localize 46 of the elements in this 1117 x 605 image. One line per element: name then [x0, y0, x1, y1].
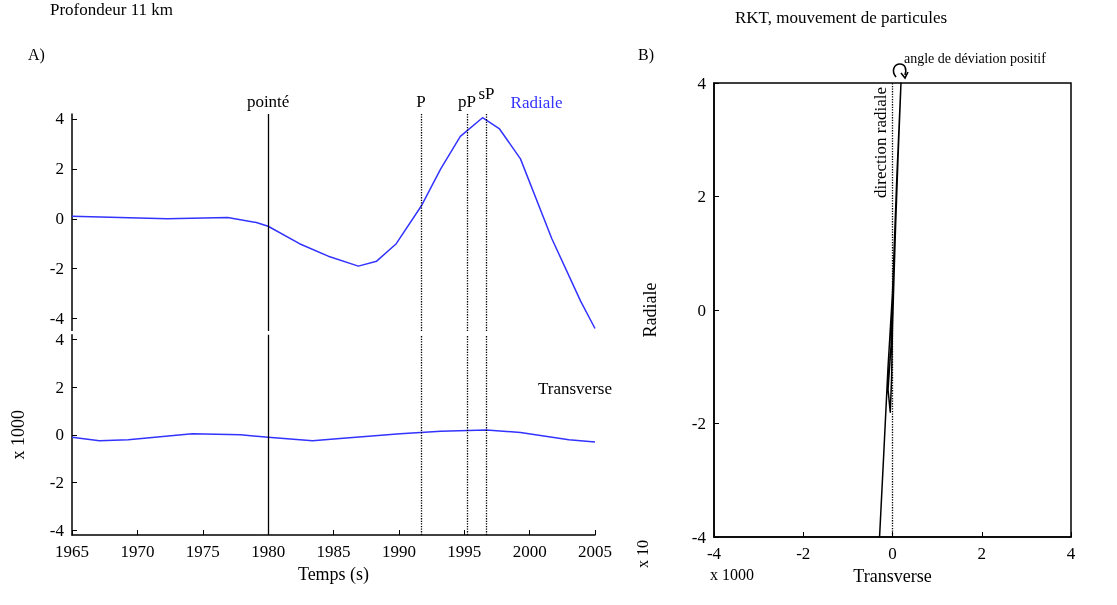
chart-title: RKT, mouvement de particules: [735, 8, 948, 27]
y-tick-label: -2: [691, 414, 706, 433]
y-tick-label: -2: [49, 259, 64, 279]
y-tick-label: 2: [697, 187, 706, 206]
y-axis-title: Radiale: [640, 282, 660, 338]
ref-line-label: pointé: [246, 92, 290, 111]
y-tick-label: 0: [697, 300, 706, 320]
x-tick-label: 1985: [316, 542, 351, 561]
text: A): [28, 45, 45, 64]
ref-line-label: sP: [478, 84, 495, 103]
y-tick-label: 0: [55, 209, 64, 229]
x-tick-label: 1990: [381, 542, 416, 561]
x-tick-label: -2: [796, 544, 811, 563]
ref-line-label: pP: [457, 92, 476, 111]
x-tick-label: 1995: [447, 542, 482, 561]
x-tick-label: 1970: [120, 542, 155, 561]
y-tick-label: -2: [49, 473, 64, 493]
y-tick-label: 4: [55, 330, 65, 349]
x-tick-label: 1975: [185, 542, 220, 561]
ref-line-label: direction radiale: [870, 87, 890, 198]
x-axis-title: Temps (s): [297, 564, 370, 585]
x-tick-label: 2000: [512, 542, 547, 561]
x-tick-label: 0: [888, 544, 897, 563]
annotation: angle de déviation positif: [903, 50, 1047, 66]
text: x 1000: [710, 565, 754, 583]
y-tick-label: 0: [55, 425, 64, 445]
y-tick-label: 2: [55, 159, 64, 179]
x-tick-label: 2005: [578, 542, 612, 561]
text: x 10: [633, 540, 651, 568]
series-label: Radiale: [510, 92, 563, 112]
y-tick-label: -4: [691, 527, 707, 547]
x-axis-title: Transverse: [853, 566, 932, 586]
x-tick-label: 4: [1066, 544, 1076, 563]
y-tick-label: 4: [697, 73, 707, 93]
x-tick-label: 1980: [251, 542, 286, 561]
y-tick-label: -4: [49, 309, 65, 329]
y-tick-label: 2: [55, 377, 64, 397]
text: Transverse: [538, 378, 612, 398]
y-axis-title: x 1000: [8, 410, 28, 460]
x-tick-label: 2: [977, 544, 986, 563]
chart-title: Profondeur 11 km: [50, 0, 174, 19]
x-tick-label: 1965: [55, 542, 89, 561]
ref-line-label: P: [416, 92, 426, 111]
y-tick-label: -4: [49, 520, 65, 540]
y-tick-label: 4: [55, 109, 65, 129]
text: B): [638, 45, 654, 64]
